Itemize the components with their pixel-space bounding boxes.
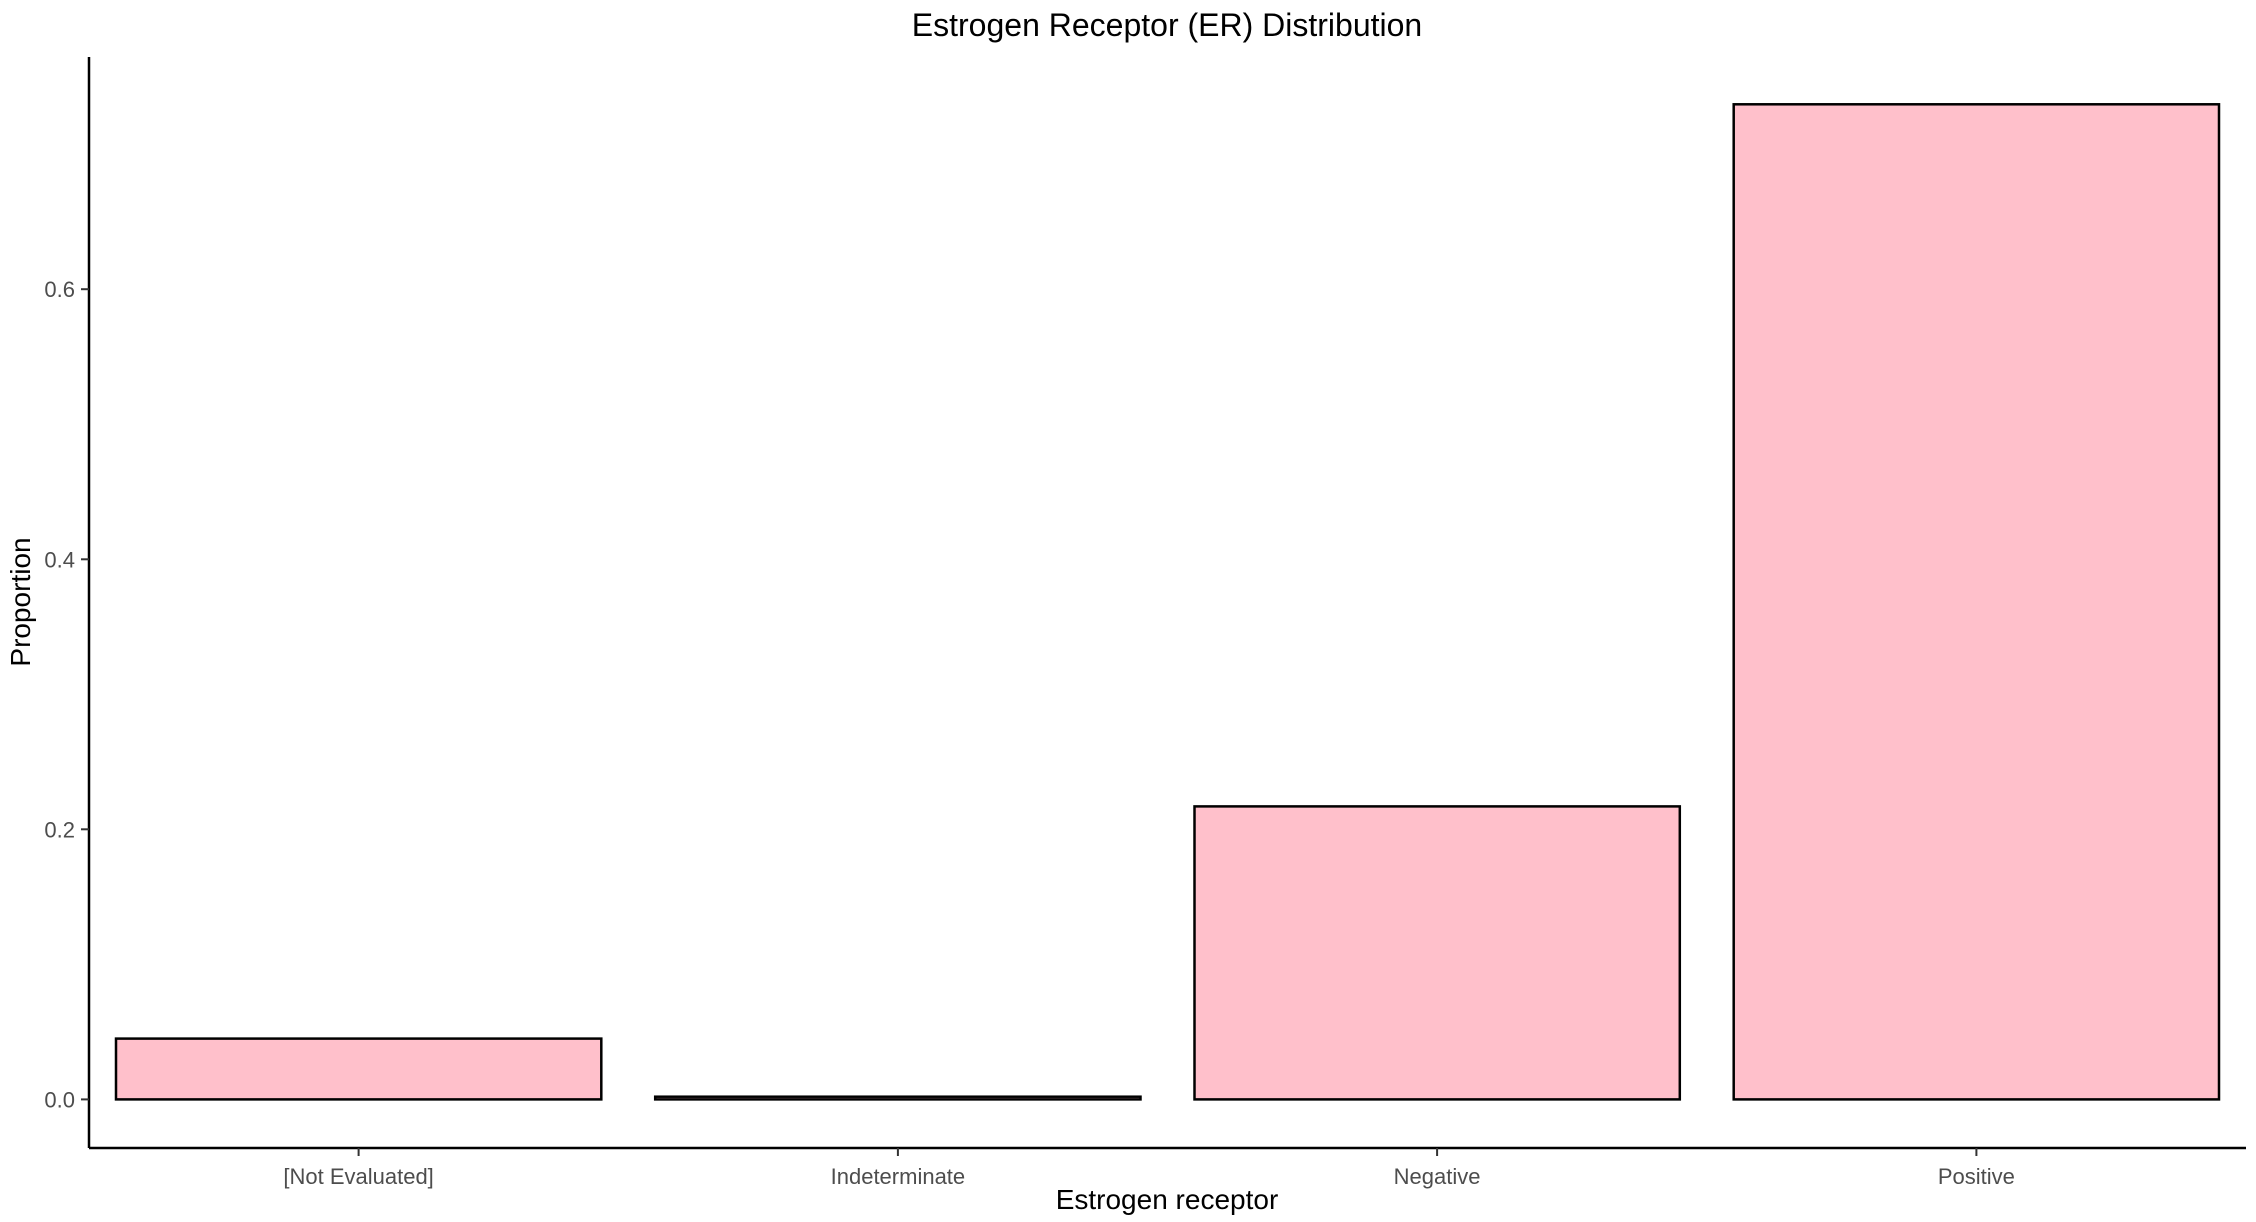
y-ticks-group: 0.0 0.2 0.4 0.6 [44, 277, 89, 1112]
bar-positive [1732, 103, 2221, 1101]
bar-not-evaluated [114, 1037, 603, 1101]
bar-indeterminate [653, 1095, 1142, 1101]
y-tick-label-2: 0.4 [44, 547, 75, 572]
x-tick-label-indeterminate: Indeterminate [831, 1164, 966, 1189]
x-tick-label-negative: Negative [1394, 1164, 1481, 1189]
bar-negative [1193, 805, 1682, 1101]
chart-title: Estrogen Receptor (ER) Distribution [912, 7, 1422, 43]
y-axis-title: Proportion [5, 537, 36, 666]
x-ticks-group: [Not Evaluated] Indeterminate Negative Posi… [283, 1148, 2015, 1189]
bars-group [114, 103, 2221, 1101]
y-tick-label-1: 0.2 [44, 817, 75, 842]
x-tick-label-not-evaluated: [Not Evaluated] [283, 1164, 433, 1189]
y-tick-label-0: 0.0 [44, 1087, 75, 1112]
x-tick-label-positive: Positive [1938, 1164, 2015, 1189]
x-axis-title: Estrogen receptor [1056, 1184, 1279, 1215]
y-tick-label-3: 0.6 [44, 277, 75, 302]
